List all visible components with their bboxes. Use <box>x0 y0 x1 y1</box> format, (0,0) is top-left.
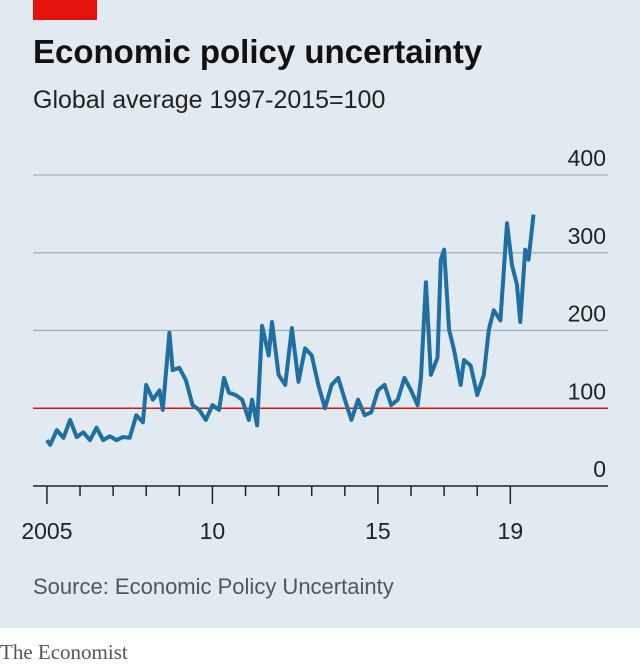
x-tick-label: 10 <box>200 518 226 544</box>
x-tick-label: 2005 <box>21 518 72 544</box>
background <box>0 0 640 628</box>
brand-tag <box>33 0 97 20</box>
x-tick-label: 19 <box>498 518 524 544</box>
chart-title: Economic policy uncertainty <box>33 33 483 70</box>
series-line <box>45 214 536 447</box>
chart-subtitle: Global average 1997-2015=100 <box>33 86 385 114</box>
y-tick-label: 200 <box>568 301 606 327</box>
x-tick-label: 15 <box>365 518 391 544</box>
footer: The Economist <box>0 640 128 664</box>
y-tick-label: 300 <box>568 223 606 249</box>
source: Source: Economic Policy Uncertainty <box>33 574 394 599</box>
y-tick-label: 400 <box>568 145 606 171</box>
y-tick-label: 0 <box>593 456 606 482</box>
y-tick-label: 100 <box>568 378 606 404</box>
